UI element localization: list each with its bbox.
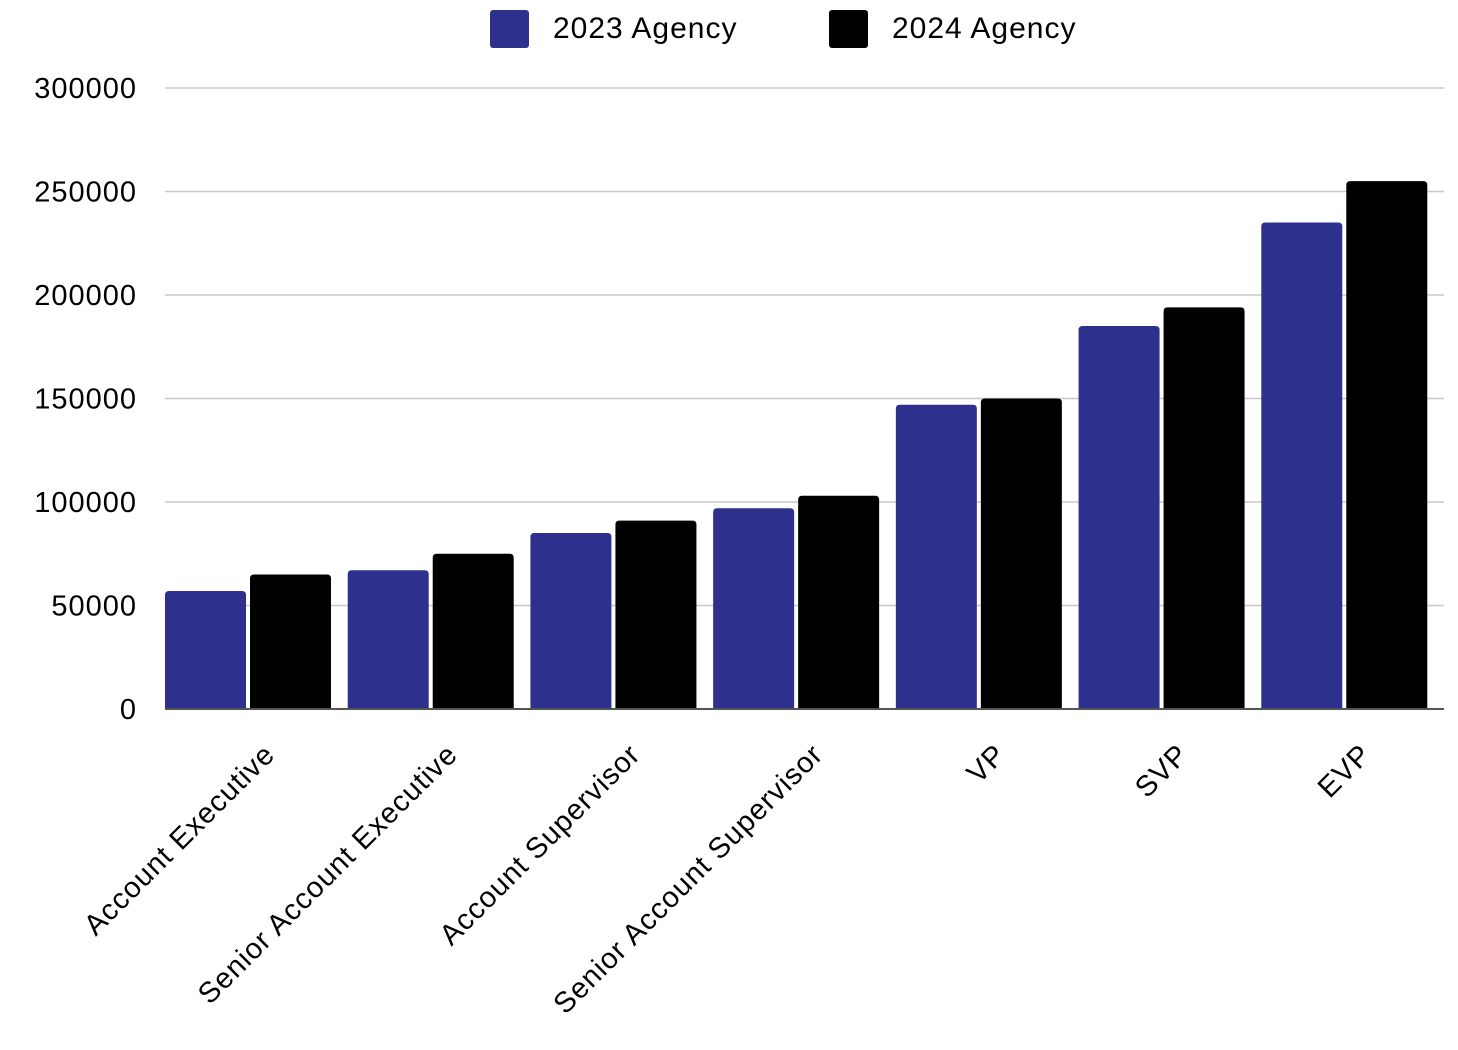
legend-swatch-2024-agency xyxy=(829,10,868,48)
legend-label-2024-agency: 2024 Agency xyxy=(892,12,1076,45)
bar-2023-agency-svp xyxy=(1078,326,1160,709)
legend: 2023 Agency 2024 Agency xyxy=(490,10,1076,48)
x-tick-label: VP xyxy=(961,738,1012,789)
bar-2023-agency-senior-account-supervisor xyxy=(713,508,795,709)
y-tick-label: 300000 xyxy=(34,73,137,105)
bars xyxy=(165,181,1428,710)
bar-2024-agency-account-executive xyxy=(250,574,331,709)
bar-2023-agency-vp xyxy=(895,404,977,709)
bar-2024-agency-evp xyxy=(1346,181,1428,709)
y-tick-label: 150000 xyxy=(34,384,137,416)
y-tick-label: 0 xyxy=(120,694,137,726)
bar-2024-agency-account-supervisor xyxy=(615,520,697,709)
y-tick-label: 250000 xyxy=(34,177,137,209)
bar-2023-agency-account-supervisor xyxy=(530,533,612,709)
bar-2024-agency-senior-account-executive xyxy=(432,553,514,709)
legend-label-2023-agency: 2023 Agency xyxy=(553,12,737,45)
bar-2024-agency-svp xyxy=(1163,307,1245,709)
bar-2024-agency-senior-account-supervisor xyxy=(798,495,880,709)
x-tick-label: EVP xyxy=(1312,738,1378,804)
y-tick-label: 50000 xyxy=(51,591,137,623)
legend-swatch-2023-agency xyxy=(490,10,529,48)
y-tick-label: 100000 xyxy=(34,487,137,519)
y-axis: 0 50000 100000 150000 200000 250000 300000 xyxy=(34,73,137,726)
bar-2024-agency-vp xyxy=(980,398,1062,709)
bar-2023-agency-account-executive xyxy=(165,591,246,709)
x-tick-label: Account Supervisor xyxy=(434,738,647,951)
bar-2023-agency-evp xyxy=(1261,222,1343,710)
x-tick-label: Account Executive xyxy=(78,738,281,941)
bar-2023-agency-senior-account-executive xyxy=(347,570,429,709)
x-tick-label: SVP xyxy=(1129,738,1195,804)
y-tick-label: 200000 xyxy=(34,280,137,312)
